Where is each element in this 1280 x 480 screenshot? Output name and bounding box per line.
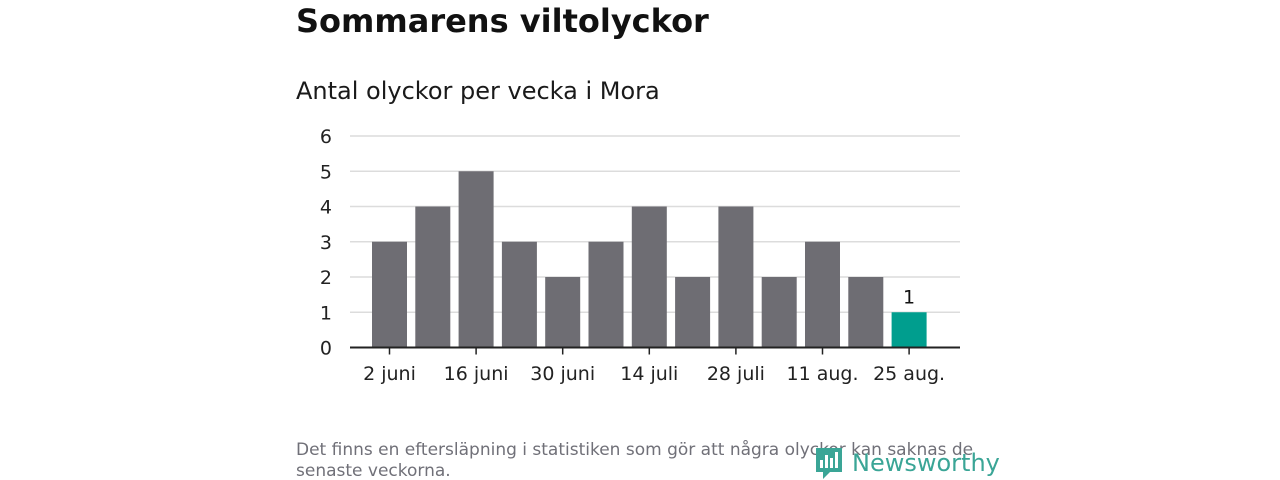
- footnote: Det finns en eftersläpning i statistiken…: [296, 440, 974, 480]
- y-tick-label: 2: [320, 267, 332, 289]
- x-tick-label: 14 juli: [620, 363, 678, 385]
- bar: [501, 241, 537, 348]
- y-tick-label: 3: [320, 232, 332, 254]
- bar: [545, 277, 581, 348]
- newsworthy-logo: Newsworthy: [814, 444, 1000, 480]
- y-tick-label: 0: [320, 338, 332, 360]
- bar: [631, 206, 667, 348]
- y-tick-label: 1: [320, 302, 332, 324]
- newsworthy-logo-icon: [816, 448, 842, 479]
- bar-chart: 0 1 2 3 4 5 6 1 2 juni 16 juni 30 juni 14 juli 28 ju…: [320, 126, 960, 385]
- bar: [588, 241, 624, 348]
- chart-subtitle: Antal olyckor per vecka i Mora: [296, 77, 660, 105]
- data-label: 1: [903, 286, 915, 308]
- x-tick-label: 28 juli: [707, 363, 765, 385]
- bar: [761, 277, 797, 348]
- bar: [891, 312, 927, 348]
- bar: [458, 171, 494, 348]
- y-tick-label: 5: [320, 161, 332, 183]
- bar: [848, 277, 884, 348]
- bar: [718, 206, 754, 348]
- x-tick-label: 25 aug.: [873, 363, 945, 385]
- bar: [805, 241, 840, 348]
- bar: [372, 241, 407, 348]
- x-tick-label: 11 aug.: [786, 363, 858, 385]
- logo-text: Newsworthy: [852, 449, 1000, 477]
- x-tick-label: 30 juni: [530, 363, 595, 385]
- x-tick-label: 16 juni: [444, 363, 509, 385]
- bar: [415, 206, 451, 348]
- y-tick-label: 6: [320, 126, 332, 148]
- chart-title: Sommarens viltolyckor: [296, 2, 709, 40]
- x-tick-label: 2 juni: [363, 363, 416, 385]
- y-tick-label: 4: [320, 197, 332, 219]
- bar: [675, 277, 711, 348]
